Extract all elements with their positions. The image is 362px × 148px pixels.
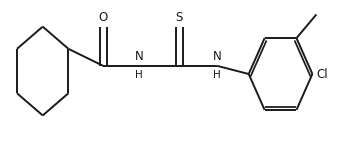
Text: S: S xyxy=(176,11,183,24)
Text: O: O xyxy=(98,11,108,24)
Text: Cl: Cl xyxy=(317,67,328,81)
Text: H: H xyxy=(213,70,221,81)
Text: H: H xyxy=(135,70,143,81)
Text: N: N xyxy=(135,50,144,63)
Text: N: N xyxy=(213,50,222,63)
